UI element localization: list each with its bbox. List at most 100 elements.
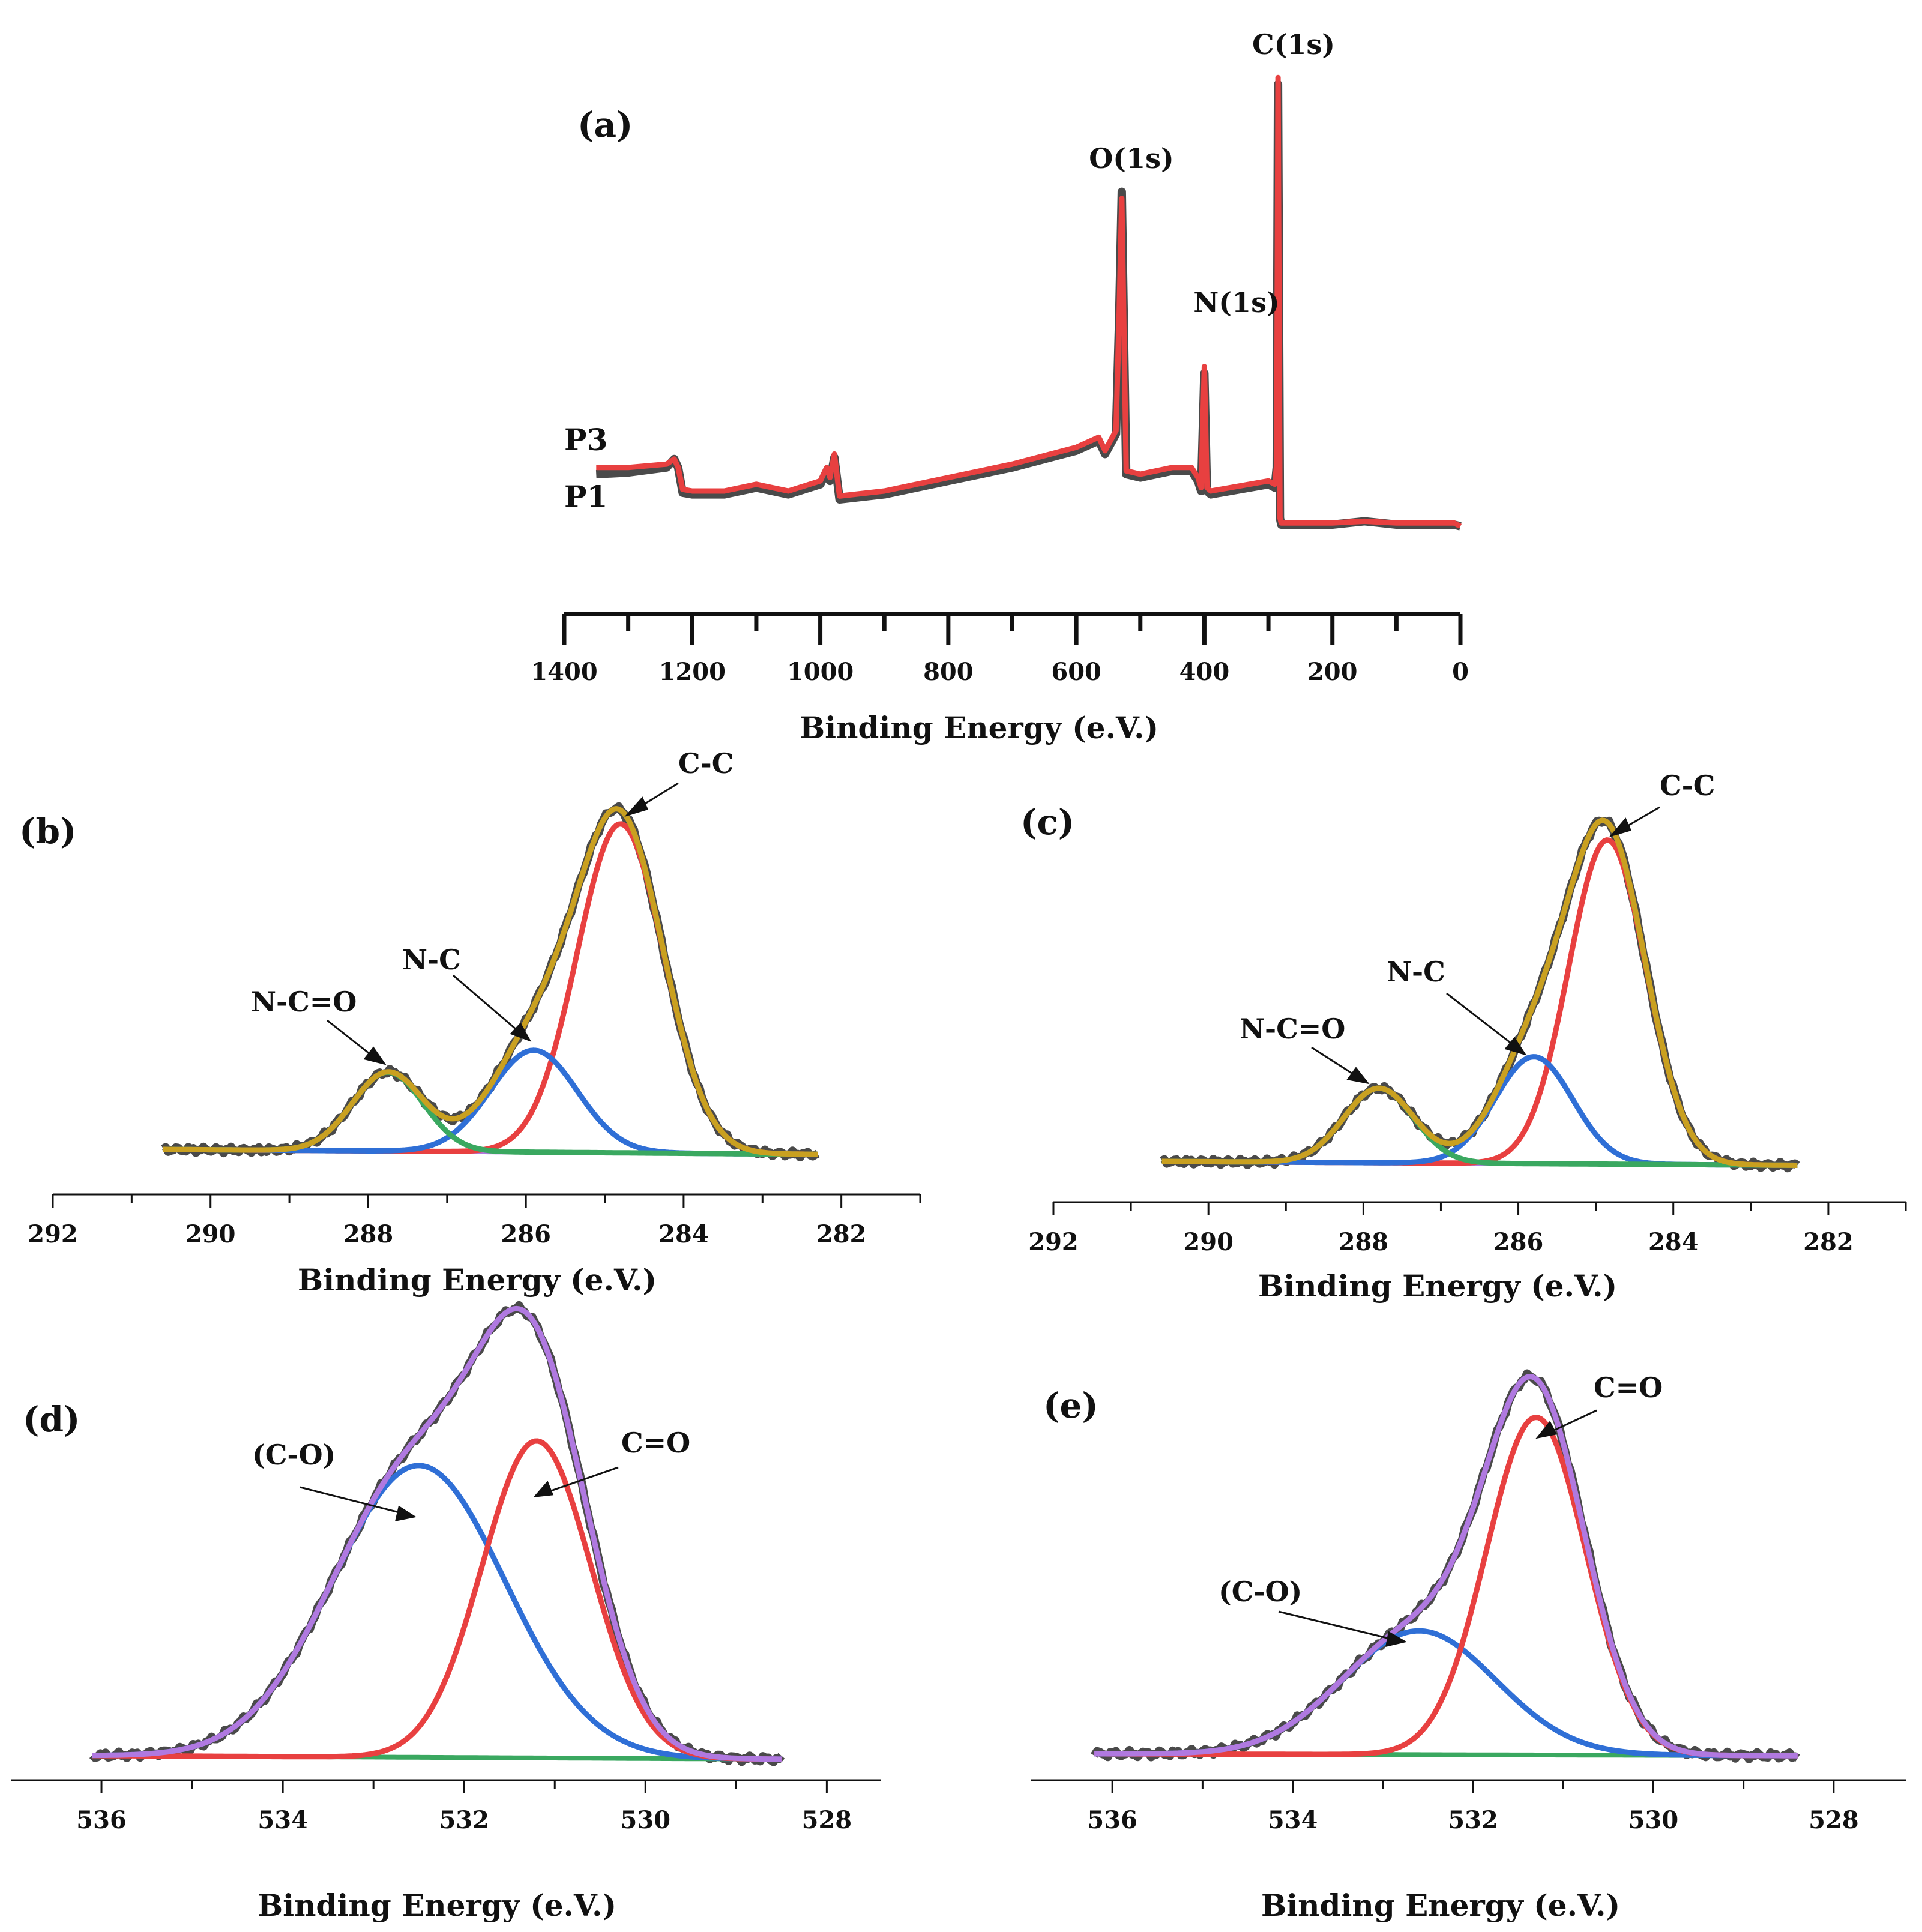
panel-b-label-n-c-o: N-C=O xyxy=(251,986,357,1018)
panel-b-tick-label: 290 xyxy=(185,1220,236,1248)
annotation-n1s: N(1s) xyxy=(1193,286,1279,319)
panel-a-x-axis-title: Binding Energy (e.V.) xyxy=(800,710,1158,745)
annotation-c1s: C(1s) xyxy=(1252,28,1335,61)
panel-c-x-axis-title: Binding Energy (e.V.) xyxy=(1258,1268,1617,1304)
panel-b-tick-label: 292 xyxy=(28,1220,78,1248)
panel-d-component-c-o xyxy=(92,1463,782,1762)
annotation-o1s: O(1s) xyxy=(1089,142,1174,175)
legend-label-p3: P3 xyxy=(564,422,607,457)
panel-e-envelope-line xyxy=(1094,1374,1798,1759)
panel-b-tick-label: 286 xyxy=(501,1220,551,1248)
panel-d-arrow-c-double-o xyxy=(549,1466,619,1493)
panel-b-arrowhead-c-c xyxy=(624,796,649,817)
panel-d-tick-label: 536 xyxy=(76,1806,127,1834)
panel-d-tick-label: 530 xyxy=(621,1806,671,1834)
panel-c-envelope-line xyxy=(1161,817,1798,1168)
panel-d-label: (d) xyxy=(23,1399,80,1440)
panel-b-arrow-n-c xyxy=(453,974,517,1031)
panel-e-o1s-spectrum: (e) 536 534 532 530 528 Binding Energy (e.V.… xyxy=(1031,1369,1906,1923)
panel-e-arrow-c-double-o xyxy=(1551,1409,1597,1433)
panel-d-component-c-o xyxy=(92,1438,782,1762)
panel-a-tick-label: 1200 xyxy=(659,658,726,686)
panel-d-plot-area xyxy=(89,1301,785,1766)
panel-c-tick-label: 292 xyxy=(1028,1228,1079,1256)
panel-e-x-axis-title: Binding Energy (e.V.) xyxy=(1261,1888,1620,1923)
panel-e-raw-data-line xyxy=(1091,1369,1800,1763)
panel-a-tick-label: 200 xyxy=(1307,658,1358,686)
panel-b-arrowhead-n-c-o xyxy=(363,1046,387,1065)
panel-d-envelope-line xyxy=(92,1305,782,1762)
panel-c-arrow-n-c-o xyxy=(1311,1046,1354,1076)
panel-c-plot-area xyxy=(1160,816,1800,1173)
panel-a-tick-label: 1000 xyxy=(787,658,854,686)
panel-a-label: (a) xyxy=(577,104,633,145)
panel-c-arrowhead-c-c xyxy=(1609,817,1632,837)
panel-e-arrows xyxy=(1278,1409,1597,1647)
panel-c-arrowhead-n-c xyxy=(1504,1037,1527,1056)
panel-e-arrowhead-c-double-o xyxy=(1535,1421,1558,1439)
panel-a-tick-label: 1400 xyxy=(531,658,597,686)
panel-b-label: (b) xyxy=(19,811,76,852)
panel-e-tick-label: 534 xyxy=(1268,1806,1318,1834)
panel-e-plot-area xyxy=(1091,1369,1800,1763)
panel-b-arrow-n-c-o xyxy=(327,1019,370,1055)
panel-e-label: (e) xyxy=(1043,1385,1098,1426)
panel-b-plot-area xyxy=(161,802,820,1162)
panel-c-tick-label: 288 xyxy=(1339,1228,1389,1256)
panel-b-arrows xyxy=(327,782,679,1065)
panel-d-arrowhead-c-o xyxy=(395,1505,417,1521)
panel-c-label-n-c: N-C xyxy=(1387,955,1445,988)
panel-b-label-c-c: C-C xyxy=(678,747,734,780)
panel-c-label-c-c: C-C xyxy=(1660,769,1715,802)
panel-c-x-axis: 292 290 288 286 284 282 xyxy=(1028,1201,1907,1256)
panel-b-raw-data-line xyxy=(161,802,820,1162)
panel-c-arrows xyxy=(1311,806,1660,1085)
panel-c-arrowhead-n-c-o xyxy=(1346,1067,1370,1085)
panel-e-arrow-c-o xyxy=(1278,1610,1390,1640)
panel-e-tick-label: 530 xyxy=(1628,1806,1679,1834)
panel-b-tick-label: 288 xyxy=(343,1220,394,1248)
panel-e-label-c-o: (C-O) xyxy=(1219,1575,1302,1608)
panel-d-arrowhead-c-double-o xyxy=(533,1481,554,1497)
panel-b-tick-label: 282 xyxy=(816,1220,867,1248)
panel-b-arrowhead-n-c xyxy=(510,1022,532,1042)
panel-d-o1s-spectrum: (d) 536 534 532 530 528 Binding Energy (e.V.… xyxy=(11,1301,881,1923)
panel-b-c1s-spectrum: (b) 292 290 288 286 284 282 Binding Energy (e… xyxy=(19,747,921,1298)
panel-d-arrow-c-o xyxy=(300,1486,400,1514)
series-line-p3 xyxy=(596,74,1462,529)
panel-b-envelope-line xyxy=(163,806,818,1157)
panel-b-arrow-c-c xyxy=(639,782,679,808)
panel-e-arrowhead-c-o xyxy=(1385,1631,1408,1647)
panel-b-x-axis: 292 290 288 286 284 282 xyxy=(28,1193,921,1248)
panel-a-tick-label: 400 xyxy=(1179,658,1230,686)
legend-label-p1: P1 xyxy=(564,479,607,514)
panel-a-plot-area xyxy=(595,74,1462,531)
panel-e-tick-label: 532 xyxy=(1448,1806,1498,1834)
panel-b-x-axis-title: Binding Energy (e.V.) xyxy=(298,1262,657,1298)
panel-c-tick-label: 290 xyxy=(1183,1228,1234,1256)
panel-e-tick-label: 528 xyxy=(1809,1806,1859,1834)
panel-a-survey-spectrum: (a) 1400 1200 1000 800 600 400 200 0 Binding En… xyxy=(531,28,1469,745)
panel-c-tick-label: 282 xyxy=(1803,1228,1854,1256)
panel-d-tick-label: 528 xyxy=(802,1806,852,1834)
panel-c-tick-label: 284 xyxy=(1648,1228,1699,1256)
panel-b-label-n-c: N-C xyxy=(402,943,461,976)
panel-e-x-axis: 536 534 532 530 528 xyxy=(1031,1779,1906,1834)
panel-c-label-n-c-o: N-C=O xyxy=(1240,1013,1345,1045)
panel-c-tick-label: 286 xyxy=(1493,1228,1544,1256)
panel-d-label-c-double-o: C=O xyxy=(621,1427,690,1459)
panel-c-arrow-c-c xyxy=(1623,806,1660,829)
panel-b-tick-label: 284 xyxy=(658,1220,709,1248)
panel-c-label: (c) xyxy=(1020,802,1074,843)
panel-d-x-axis: 536 534 532 530 528 xyxy=(11,1779,881,1834)
panel-b-component-n-c xyxy=(163,1047,818,1157)
panel-e-tick-label: 536 xyxy=(1087,1806,1137,1834)
panel-e-label-c-double-o: C=O xyxy=(1594,1371,1663,1404)
panel-e-component-c-o xyxy=(1094,1415,1798,1759)
panel-d-tick-label: 534 xyxy=(258,1806,308,1834)
panel-d-tick-label: 532 xyxy=(439,1806,489,1834)
panel-d-x-axis-title: Binding Energy (e.V.) xyxy=(258,1888,616,1923)
panel-a-tick-label: 600 xyxy=(1051,658,1101,686)
panel-d-label-c-o: (C-O) xyxy=(252,1439,336,1471)
